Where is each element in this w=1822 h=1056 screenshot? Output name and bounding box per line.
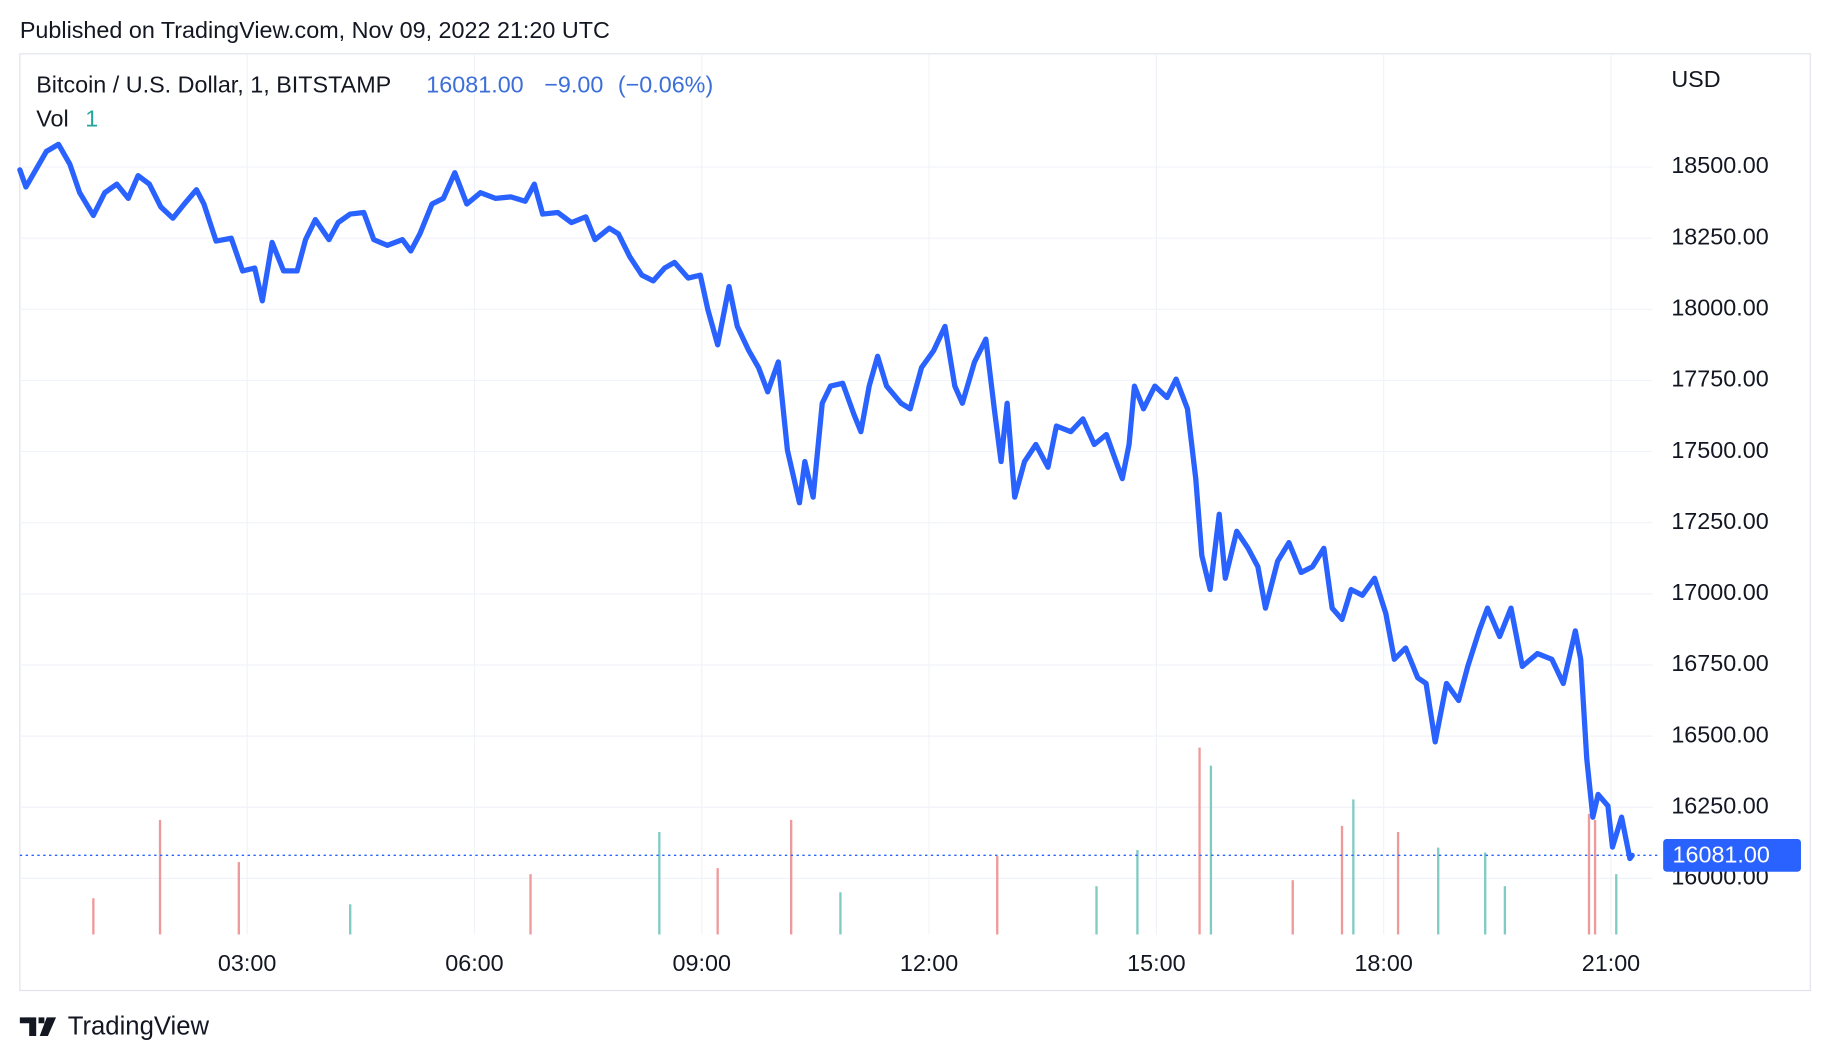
x-tick-label: 03:00 <box>218 950 276 976</box>
chart-title: Bitcoin / U.S. Dollar, 1, BITSTAMP <box>36 72 391 98</box>
plot: 03:00 06:00 09:00 12:00 15:00 18:00 21:0016000… <box>17 53 1801 976</box>
logo: TradingView <box>19 1013 210 1041</box>
last-value: 16081.00 <box>426 72 523 98</box>
y-tick-label: 17500.00 <box>1671 437 1768 463</box>
volume-bar <box>1340 825 1344 935</box>
y-tick-label: 18250.00 <box>1671 223 1768 249</box>
x-tick-label: 12:00 <box>900 950 958 976</box>
volume-bar <box>1198 747 1201 935</box>
volume-bar <box>790 819 793 935</box>
volume-bar <box>1352 799 1355 935</box>
volume-bar <box>839 892 842 935</box>
volume-bar <box>716 868 719 935</box>
y-tick-label: 17000.00 <box>1671 579 1768 605</box>
change-percent: (−0.06%) <box>618 72 713 98</box>
x-tick-label: 06:00 <box>445 950 503 976</box>
last-price-label: 16081.00 <box>1673 842 1770 868</box>
y-tick-label: 17250.00 <box>1671 508 1768 534</box>
volume-bar <box>349 904 352 935</box>
logo-text: TradingView <box>68 1013 210 1041</box>
volume-bar <box>1615 874 1618 935</box>
volume-bar <box>1291 880 1294 935</box>
last-price-badge <box>1663 838 1801 872</box>
x-tick-label: 15:00 <box>1127 950 1185 976</box>
y-tick-label: 18500.00 <box>1671 152 1768 178</box>
volume-last: 1 <box>85 106 98 132</box>
change: −9.00 <box>544 72 603 98</box>
y-tick-label: 16500.00 <box>1671 721 1768 747</box>
volume-bar <box>1095 886 1098 935</box>
volume-bar <box>158 819 162 935</box>
logo-mark <box>19 1017 57 1037</box>
volume-bar <box>1437 847 1440 935</box>
x-tick-label: 21:00 <box>1582 950 1640 976</box>
volume-bar <box>1484 852 1487 935</box>
publish-note: Published on TradingView.com, Nov 09, 20… <box>20 17 610 43</box>
volume-bar <box>1136 850 1139 935</box>
volume-bar <box>237 862 240 935</box>
volume-bar <box>658 831 661 935</box>
volume-bar <box>1587 813 1591 935</box>
y-tick-label: 17750.00 <box>1671 366 1768 392</box>
volume-bar <box>1503 886 1507 935</box>
y-tick-label: 16750.00 <box>1671 650 1768 676</box>
volume-bar <box>92 898 95 935</box>
volume-bar <box>1593 819 1597 935</box>
price-line <box>17 141 1635 862</box>
x-tick-label: 18:00 <box>1354 950 1412 976</box>
y-tick-label: 16250.00 <box>1671 792 1768 818</box>
volume-bar <box>529 874 532 935</box>
x-tick-label: 09:00 <box>673 950 731 976</box>
y-tick-label: 18000.00 <box>1671 294 1768 320</box>
volume-bar <box>996 856 999 935</box>
volume-bar <box>1396 831 1400 935</box>
volume-label: Vol <box>36 106 68 132</box>
volume-bar <box>1209 765 1213 935</box>
currency: USD <box>1671 66 1720 92</box>
currency-bg <box>1658 58 1805 106</box>
